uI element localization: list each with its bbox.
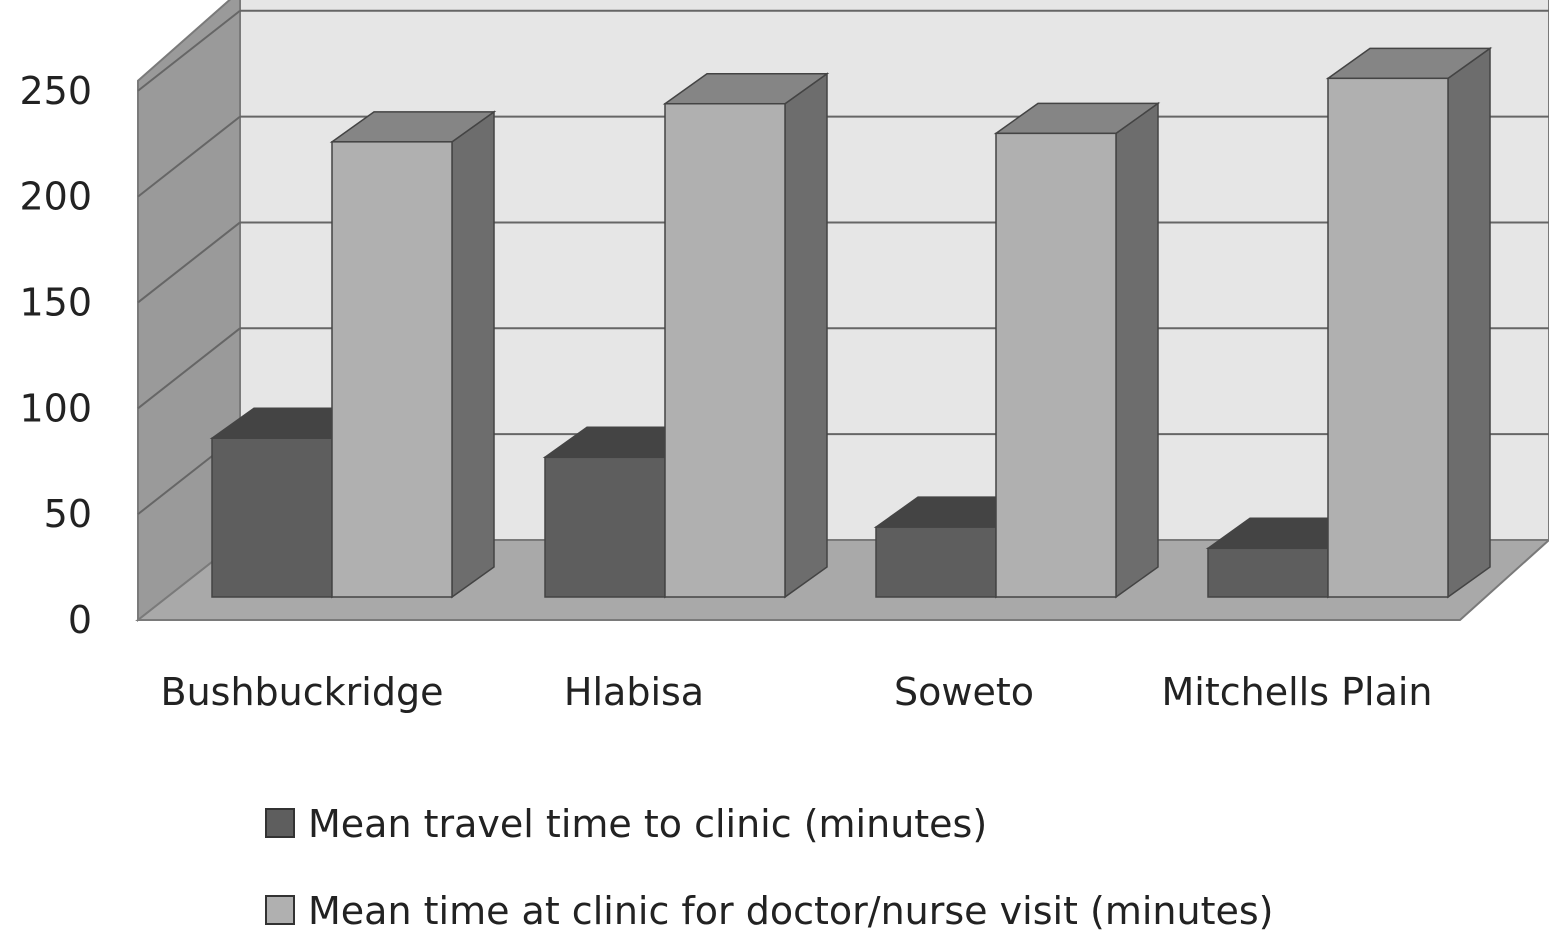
y-tick-label: 150 bbox=[19, 280, 92, 324]
gridline-side bbox=[137, 221, 241, 304]
x-category-label: Hlabisa bbox=[564, 670, 704, 714]
bar-front bbox=[1207, 547, 1329, 598]
bar-front bbox=[664, 102, 786, 598]
bar-front bbox=[995, 132, 1117, 598]
bar-front bbox=[875, 526, 997, 598]
bar-front bbox=[331, 141, 453, 598]
y-tick-label: 100 bbox=[19, 386, 92, 430]
bar-mitchells-plain-series-2 bbox=[1325, 46, 1493, 599]
gridline-side bbox=[137, 115, 241, 198]
legend-item-1: Mean travel time to clinic (minutes) bbox=[265, 802, 987, 846]
bar-side bbox=[1115, 101, 1159, 599]
bars bbox=[209, 46, 1493, 599]
x-category-label: Soweto bbox=[894, 670, 1034, 714]
legend-swatch bbox=[265, 808, 295, 838]
y-tick-label: 50 bbox=[44, 492, 92, 536]
legend: Mean travel time to clinic (minutes) Mean… bbox=[265, 802, 1274, 933]
x-axis-category-labels: Bushbuckridge Hlabisa Soweto Mitchells Plai… bbox=[161, 670, 1433, 714]
legend-item-2: Mean time at clinic for doctor/nurse vis… bbox=[265, 889, 1274, 933]
bar-side bbox=[1447, 46, 1491, 599]
bar-front bbox=[1327, 77, 1449, 598]
legend-label: Mean travel time to clinic (minutes) bbox=[308, 802, 987, 846]
gridline-side bbox=[137, 327, 241, 410]
bar-front bbox=[211, 437, 333, 598]
gridline-side bbox=[137, 9, 241, 92]
y-tick-label: 0 bbox=[68, 598, 92, 642]
bar-hlabisa-series-2 bbox=[662, 72, 830, 599]
bar-soweto-series-2 bbox=[993, 101, 1161, 599]
bar-front bbox=[544, 456, 666, 598]
bar-bushbuckridge-series-2 bbox=[329, 110, 497, 599]
legend-label: Mean time at clinic for doctor/nurse vis… bbox=[308, 889, 1274, 933]
y-tick-label: 250 bbox=[19, 69, 92, 113]
bar-side bbox=[784, 72, 828, 599]
bar-side bbox=[451, 110, 495, 599]
legend-swatch bbox=[265, 895, 295, 925]
x-category-label: Bushbuckridge bbox=[161, 670, 444, 714]
y-tick-label: 200 bbox=[19, 175, 92, 219]
x-category-label: Mitchells Plain bbox=[1162, 670, 1433, 714]
y-axis-tick-labels: 0 50 100 150 200 250 bbox=[19, 69, 92, 642]
